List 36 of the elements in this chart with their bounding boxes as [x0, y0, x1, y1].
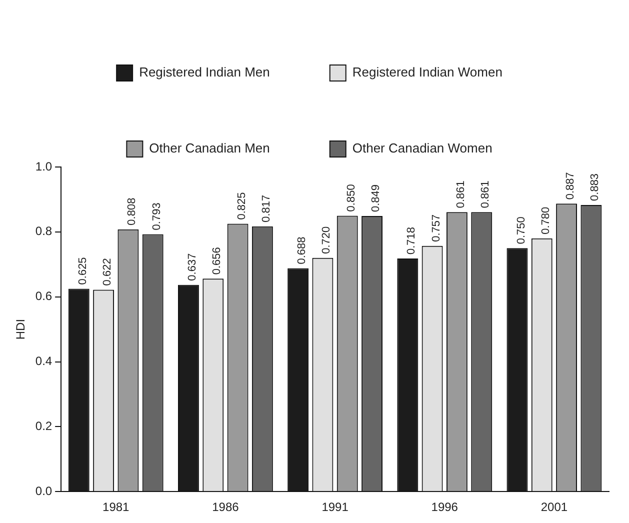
legend-label: Other Canadian Men	[149, 140, 270, 156]
y-tick-label: 0.8	[35, 224, 52, 238]
data-label: 0.625	[76, 257, 89, 285]
data-label: 0.718	[406, 227, 418, 255]
x-tick-label: 1991	[322, 500, 349, 514]
data-label: 0.825	[236, 192, 248, 220]
data-label: 0.688	[296, 236, 308, 264]
data-label: 0.817	[260, 194, 272, 222]
x-tick-label: 1981	[102, 500, 130, 514]
y-tick-label: 1.0	[35, 159, 52, 174]
data-label: 0.861	[480, 180, 492, 208]
y-axis-title: HDI	[14, 318, 28, 340]
y-tick-label: 0.4	[35, 354, 52, 368]
data-label: 0.780	[540, 206, 552, 234]
legend-label: Registered Indian Men	[139, 64, 270, 80]
x-tick-label: 1996	[431, 500, 458, 514]
data-label: 0.808	[126, 198, 138, 226]
data-label: 0.622	[102, 258, 114, 286]
data-label: 0.887	[564, 172, 577, 200]
data-label: 0.850	[345, 184, 358, 212]
data-label: 0.637	[186, 253, 199, 281]
data-label: 0.793	[150, 202, 163, 230]
data-label: 0.720	[320, 226, 333, 254]
y-tick-label: 0.0	[35, 484, 52, 498]
data-label: 0.849	[370, 184, 382, 212]
data-label: 0.757	[430, 214, 442, 242]
y-tick-label: 0.6	[35, 289, 52, 304]
x-tick-label: 1986	[212, 500, 240, 514]
x-tick-label: 2001	[540, 500, 568, 514]
data-label: 0.656	[211, 247, 224, 275]
legend-label: Registered Indian Women	[352, 64, 502, 80]
data-label: 0.861	[454, 180, 467, 208]
legend-label: Other Canadian Women	[352, 140, 492, 156]
data-label: 0.883	[589, 173, 602, 201]
data-label: 0.750	[515, 216, 528, 244]
y-tick-label: 0.2	[35, 418, 52, 433]
